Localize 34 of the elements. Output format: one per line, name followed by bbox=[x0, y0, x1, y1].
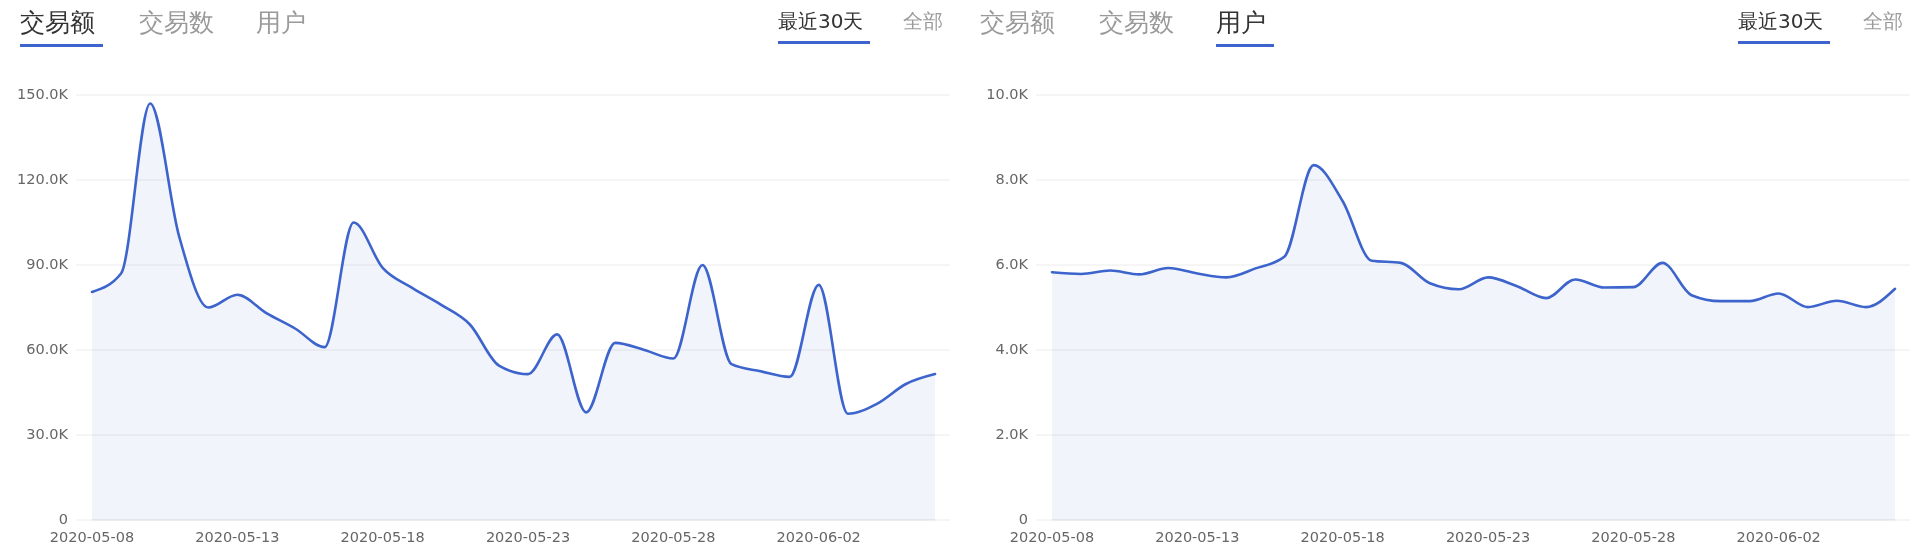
y-tick-label: 120.0K bbox=[16, 171, 69, 187]
text: 全部 bbox=[1863, 9, 1903, 33]
y-tick-label: 6.0K bbox=[995, 256, 1029, 272]
y-tick-label: 10.0K bbox=[986, 86, 1029, 102]
x-tick-label: 2020-05-28 bbox=[1591, 529, 1676, 545]
x-tick-label: 2020-06-02 bbox=[776, 529, 861, 545]
x-tick-label: 2020-05-13 bbox=[1155, 529, 1240, 545]
y-tick-label: 30.0K bbox=[26, 426, 69, 442]
y-tick-label: 150.0K bbox=[16, 86, 69, 102]
y-tick-label: 90.0K bbox=[26, 256, 69, 272]
y-tick-label: 0 bbox=[58, 511, 68, 527]
text: 交易数 bbox=[139, 8, 214, 37]
y-tick-label: 2.0K bbox=[995, 426, 1029, 442]
x-tick-label: 2020-05-08 bbox=[49, 529, 135, 545]
text: 最近30天 bbox=[778, 9, 864, 33]
x-tick-label: 2020-05-28 bbox=[631, 529, 716, 545]
text: 交易数 bbox=[1099, 8, 1174, 37]
text: 用户 bbox=[256, 8, 306, 37]
x-tick-label: 2020-05-23 bbox=[485, 529, 571, 545]
y-tick-label: 0 bbox=[1018, 511, 1028, 527]
y-tick-label: 8.0K bbox=[995, 171, 1029, 187]
y-tick-label: 60.0K bbox=[26, 341, 69, 357]
text: 全部 bbox=[903, 9, 943, 33]
text: 交易额 bbox=[980, 8, 1055, 37]
x-tick-label: 2020-05-08 bbox=[1009, 529, 1095, 545]
text: 用户 bbox=[1216, 8, 1266, 37]
x-tick-label: 2020-05-18 bbox=[1300, 529, 1385, 545]
text: 最近30天 bbox=[1738, 9, 1824, 33]
text: 交易额 bbox=[20, 8, 95, 37]
x-tick-label: 2020-05-23 bbox=[1445, 529, 1531, 545]
x-tick-label: 2020-06-02 bbox=[1736, 529, 1821, 545]
x-tick-label: 2020-05-13 bbox=[195, 529, 280, 545]
y-tick-label: 4.0K bbox=[995, 341, 1029, 357]
x-tick-label: 2020-05-18 bbox=[340, 529, 425, 545]
